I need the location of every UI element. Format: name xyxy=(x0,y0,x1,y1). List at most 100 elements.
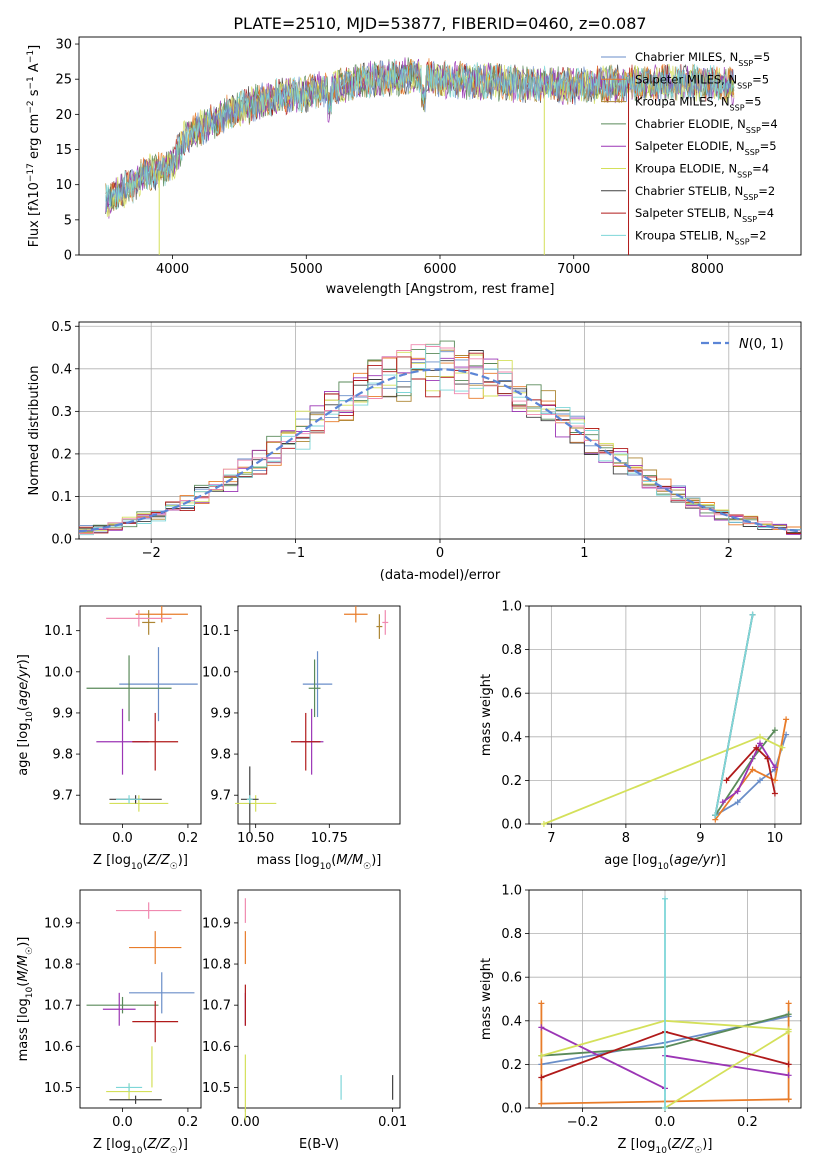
mass-vs-Z-panel: 0.0 0.210.510.610.710.810.9Z [log10(Z/Z☉)… xyxy=(16,889,202,1156)
legend-entry: Salpeter STELIB, NSSP=4 xyxy=(635,206,774,224)
legend-text: Kroupa STELIB, N xyxy=(635,228,735,242)
legend-text: Kroupa MILES, N xyxy=(635,95,730,109)
legend-text: Salpeter MILES, N xyxy=(635,72,737,86)
axes-frame xyxy=(237,889,401,1109)
y-tick-label: 10.5 xyxy=(44,1081,73,1096)
label-part: λ xyxy=(27,198,42,206)
x-axis-label: (data-model)/error xyxy=(380,568,501,583)
weight-marker xyxy=(771,790,778,797)
label-part: Flux [f xyxy=(27,206,42,247)
legend-text: Salpeter STELIB, N xyxy=(635,206,742,220)
weight-marker xyxy=(538,1024,545,1031)
label-part: mass [log xyxy=(16,998,31,1061)
label-part: )] xyxy=(702,1137,712,1152)
y-tick-label: 0.2 xyxy=(51,447,72,462)
legend-entry: Kroupa STELIB, NSSP=2 xyxy=(635,228,766,246)
axes-frame xyxy=(528,605,802,825)
residuals-panel: −2 −1 0 1 2 0.0 0.1 0.2 0.3 0.4 0.5 N(0, 1) (data-mo… xyxy=(27,320,802,583)
y-tick-label: 20 xyxy=(55,108,72,123)
legend-tail: =5 xyxy=(753,50,770,64)
legend-tail: =2 xyxy=(758,184,775,198)
label-part: A xyxy=(27,63,42,76)
legend-sub: SSP xyxy=(746,125,761,134)
x-tick-label: 0.00 xyxy=(231,1115,260,1130)
axes-frame xyxy=(79,889,202,1109)
x-tick-label: 7000 xyxy=(557,262,590,277)
y-tick-label: 10.9 xyxy=(44,916,73,931)
label-part: M xyxy=(16,955,31,966)
legend-entry: Salpeter MILES, NSSP=5 xyxy=(635,72,769,90)
x-tick-label: 9 xyxy=(696,831,704,846)
legend-entry: Salpeter ELODIE, NSSP=5 xyxy=(635,139,777,157)
label-part: 10 xyxy=(655,1146,667,1156)
x-tick-label: −2 xyxy=(142,546,161,561)
label-part: ( xyxy=(669,853,674,868)
weight-marker xyxy=(785,1000,792,1007)
weight-marker xyxy=(712,812,719,819)
label-part: ( xyxy=(142,1137,147,1152)
label-part: / xyxy=(697,853,704,868)
weight-marker xyxy=(734,788,741,795)
legend-sub: SSP xyxy=(735,237,750,246)
legend-sub: SSP xyxy=(730,103,745,112)
x-tick-label: 0.2 xyxy=(737,1115,758,1130)
label-part: ( xyxy=(142,853,147,868)
y-tick-label: 10.8 xyxy=(202,958,231,973)
y-tick-label: 1.0 xyxy=(501,600,522,615)
label-part: / xyxy=(347,853,354,868)
label-part: Z xyxy=(147,1137,158,1152)
label-part: ( xyxy=(16,982,31,987)
legend-entry: Chabrier STELIB, NSSP=2 xyxy=(635,184,775,202)
axes-frame xyxy=(237,605,401,825)
label-part: −17 xyxy=(26,163,36,182)
y-tick-label: 0.4 xyxy=(501,730,522,745)
label-part: )] xyxy=(371,853,381,868)
weight-marker xyxy=(538,1074,545,1081)
x-tick-label: 1 xyxy=(580,546,588,561)
label-part: )] xyxy=(178,853,188,868)
label-part: 10 xyxy=(320,862,332,872)
legend-tail: =5 xyxy=(752,72,769,86)
label-part: ( xyxy=(16,706,31,711)
label-part: 10 xyxy=(131,1146,143,1156)
axes-frame xyxy=(78,36,802,256)
weight-marker xyxy=(779,744,786,751)
label-part: ( xyxy=(667,1137,672,1152)
legend-tail: =5 xyxy=(745,95,762,109)
y-tick-label: 0.6 xyxy=(501,687,522,702)
x-tick-label: 0.01 xyxy=(378,1115,407,1130)
legend-entry: N(0, 1) xyxy=(739,337,784,352)
histogram-9 xyxy=(79,344,801,535)
y-tick-label: 10.6 xyxy=(44,1040,73,1055)
x-tick-label: 7 xyxy=(547,831,555,846)
y-tick-label: 15 xyxy=(55,143,72,158)
x-tick-label: −1 xyxy=(286,546,305,561)
weight-marker xyxy=(771,764,778,771)
label-part: )] xyxy=(716,853,726,868)
y-tick-label: 0.4 xyxy=(51,362,72,377)
y-tick-label: 10.8 xyxy=(44,958,73,973)
legend-entry: Chabrier ELODIE, NSSP=4 xyxy=(635,117,778,134)
y-tick-label: 9.9 xyxy=(52,706,73,721)
label-part: )] xyxy=(178,1137,188,1152)
x-axis-label: age [log10(age/yr)] xyxy=(604,853,726,872)
x-axis-label: E(B-V) xyxy=(299,1137,339,1152)
legend-sub: SSP xyxy=(742,215,757,224)
label-part: M xyxy=(16,970,31,981)
legend-tail: =2 xyxy=(750,228,767,242)
x-tick-label: 8 xyxy=(622,831,630,846)
weight-marker xyxy=(785,1011,792,1018)
label-part: age [log xyxy=(16,723,31,776)
label-part: Z xyxy=(671,1137,682,1152)
y-tick-label: 10.6 xyxy=(202,1040,231,1055)
weight-marker xyxy=(785,1028,792,1035)
weight-line-4 xyxy=(664,1054,789,1077)
weight-marker xyxy=(785,1072,792,1079)
y-tick-label: 0.4 xyxy=(501,1014,522,1029)
weight-vs-Z-panel: −0.2 0.0 0.2 0.0 0.2 0.4 0.6 0.8 1.0 mass weight Z… xyxy=(479,884,802,1156)
label-part: Z xyxy=(684,1137,695,1152)
x-tick-label: 10.50 xyxy=(237,831,274,846)
y-tick-label: 0.0 xyxy=(51,533,72,548)
